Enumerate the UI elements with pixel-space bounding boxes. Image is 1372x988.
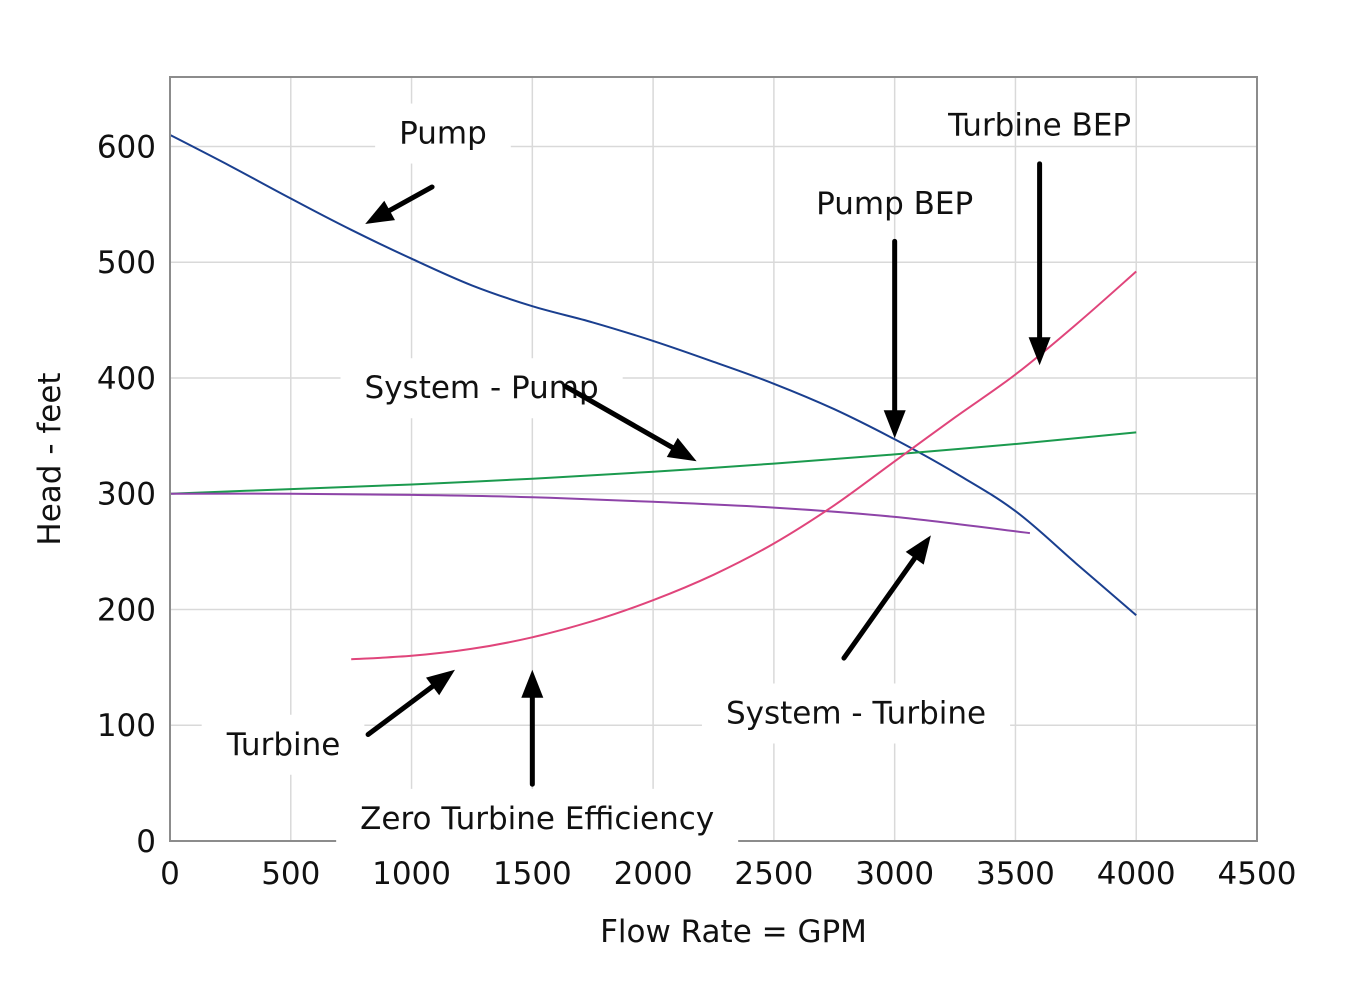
annotation-label: Pump BEP (816, 186, 973, 222)
annotation-arrow-shaft (387, 184, 435, 213)
y-tick-label: 200 (97, 592, 156, 628)
y-tick-label: 600 (97, 129, 156, 165)
annotation-label-background (375, 103, 511, 164)
series-line-system-turbine (169, 492, 1031, 535)
x-tick-label: 3000 (855, 856, 934, 892)
annotation-label: System - Pump (365, 370, 599, 406)
y-tick-label: 0 (136, 824, 156, 860)
annotation-label: Zero Turbine Efficiency (360, 801, 714, 837)
x-tick-label: 500 (261, 856, 320, 892)
y-tick-labels: 0 100 200 300 400 500 600 (97, 129, 156, 860)
x-tick-label: 1000 (372, 856, 451, 892)
annotation-arrow-head (426, 669, 455, 696)
annotation-arrow-head (666, 437, 697, 462)
annotation-arrow-head (365, 200, 395, 224)
y-axis-label: Head - feet (32, 372, 68, 545)
series-line-turbine (351, 270, 1137, 661)
annotation-arrow-head (883, 410, 906, 439)
x-tick-label: 2000 (614, 856, 693, 892)
y-tick-label: 100 (97, 708, 156, 744)
x-tick-label: 4000 (1097, 856, 1176, 892)
annotation-arrow-shaft (841, 555, 918, 661)
series-lines (169, 134, 1137, 661)
annotation-arrow-head (905, 535, 931, 565)
x-tick-label: 0 (160, 856, 180, 892)
annotation-label: System - Turbine (726, 696, 986, 732)
annotation-label-background (201, 714, 365, 775)
x-tick-label: 1500 (493, 856, 572, 892)
y-tick-label: 400 (97, 361, 156, 397)
annotation-label: Turbine BEP (947, 107, 1131, 143)
x-tick-labels: 0 500 1000 1500 2000 2500 3000 3500 4000 4500 (160, 856, 1296, 892)
x-axis-label: Flow Rate = GPM (600, 914, 867, 950)
annotation-arrow-shaft (562, 383, 675, 450)
annotation-label-background (336, 788, 739, 849)
annotation-label: Pump (399, 116, 487, 152)
annotation-arrow-head (521, 669, 544, 698)
annotation-label: Turbine (226, 727, 341, 763)
x-tick-label: 4500 (1218, 856, 1297, 892)
y-tick-label: 500 (97, 245, 156, 281)
annotation-label-background (701, 683, 1011, 744)
y-tick-label: 300 (97, 477, 156, 513)
annotations: Pump Turbine BEP Pump BEP System - Pump Syst… (201, 103, 1131, 849)
x-tick-label: 2500 (734, 856, 813, 892)
x-tick-label: 3500 (976, 856, 1055, 892)
annotation-arrow-shaft (365, 683, 436, 738)
annotation-label-background (340, 358, 623, 419)
annotation-arrow-head (1028, 337, 1051, 366)
series-line-pump (169, 134, 1137, 617)
series-line-system-pump (169, 431, 1137, 495)
